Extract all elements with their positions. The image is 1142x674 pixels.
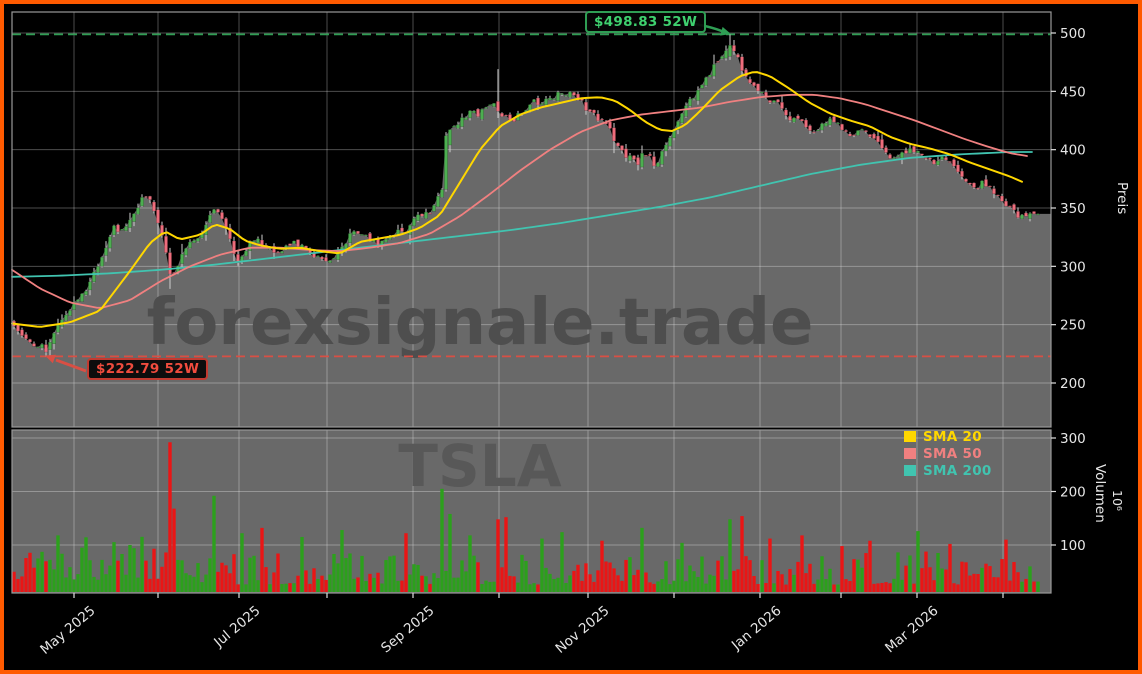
price-axis-title: Preis [1114,182,1130,215]
symbol-watermark-text: TSLA [398,432,561,500]
low-annotation-arrow [55,358,87,373]
sma20-swatch-icon [904,431,916,442]
price-tick-label: 250 [1060,318,1086,334]
date-tick-label: May 2025 [37,603,98,658]
price-panel-spine [11,11,1052,428]
price-tick-label: 450 [1060,84,1086,100]
price-tick-label: 400 [1060,143,1086,159]
legend-item-sma50: SMA 50 [904,445,992,462]
price-tick-label: 500 [1060,26,1086,42]
fifty-two-week-low-badge: $222.79 52W [87,358,209,380]
volume-axis-unit: 10⁶ [1110,490,1125,511]
date-tick-label: Jul 2025 [210,603,263,651]
price-tick-label: 350 [1060,201,1086,217]
axis-tick-marks [73,32,1056,598]
legend-label-sma50: SMA 50 [923,445,982,462]
volume-tick-label: 100 [1060,538,1086,554]
fifty-two-week-high-badge: $498.83 52W [585,11,707,33]
volume-tick-label: 200 [1060,485,1086,501]
volume-panel-spine [11,429,1052,594]
sma200-swatch-icon [904,465,916,476]
price-tick-label: 200 [1060,376,1086,392]
price-tick-label: 300 [1060,259,1086,275]
sma-legend: SMA 20 SMA 50 SMA 200 [904,428,992,479]
volume-axis-title: Volumen [1092,464,1108,523]
legend-item-sma200: SMA 200 [904,462,992,479]
high-annotation-arrowhead [720,26,731,36]
sma-200-line [11,151,1033,278]
legend-item-sma20: SMA 20 [904,428,992,445]
volume-bars [12,442,1040,592]
date-tick-label: Sep 2025 [378,603,437,656]
site-watermark-text: forexsignale.trade [147,286,814,360]
date-tick-label: Mar 2026 [882,603,941,656]
volume-tick-label: 300 [1060,431,1086,447]
price-area-fill [12,45,1051,427]
volume-panel-background [12,430,1051,593]
legend-label-sma200: SMA 200 [923,462,992,479]
low-annotation-arrowhead [45,354,56,364]
legend-label-sma20: SMA 20 [923,428,982,445]
date-tick-label: Nov 2025 [552,603,612,657]
sma-50-line [11,93,1028,309]
sma-20-line [11,71,1023,328]
sma50-swatch-icon [904,448,916,459]
date-tick-label: Jan 2026 [728,603,785,654]
